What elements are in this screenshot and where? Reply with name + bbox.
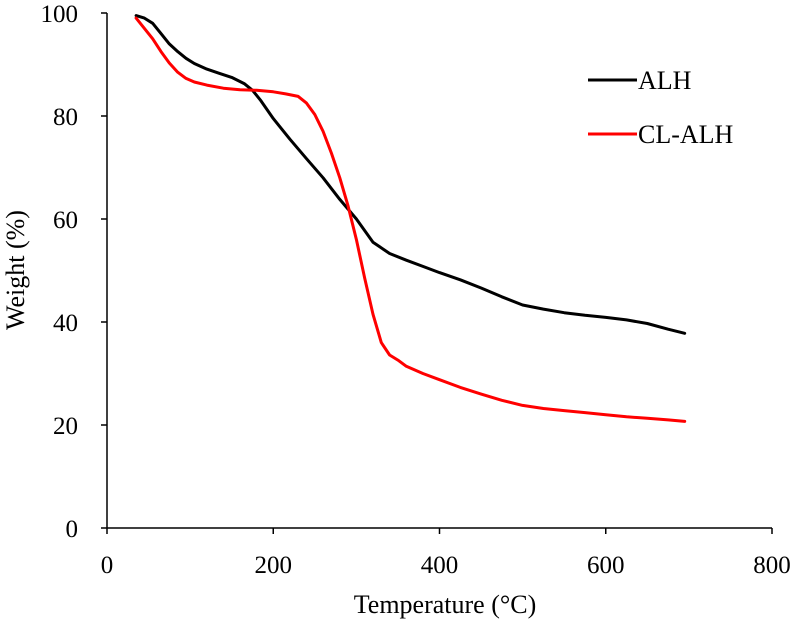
legend-label-alh: ALH [638,66,692,95]
x-tick-label: 800 [753,552,791,579]
series-line-cl-alh [134,16,687,423]
x-tick-label: 400 [421,552,459,579]
y-tick-label: 80 [53,104,78,131]
y-tick-label: 60 [53,207,78,234]
y-tick-label: 40 [53,310,78,337]
legend: ALH CL-ALH [588,66,734,149]
y-tick-label: 20 [53,413,78,440]
x-tick-label: 600 [587,552,625,579]
x-axis-ticks: 0 200 400 600 800 [101,528,791,579]
legend-label-cl-alh: CL-ALH [638,120,734,149]
x-axis-title: Temperature (°C) [354,590,537,619]
series-line-alh [134,14,687,335]
y-axis-title: Weight (%) [1,210,30,330]
x-tick-label: 0 [101,552,114,579]
x-tick-label: 200 [255,552,293,579]
y-tick-label: 100 [41,1,79,28]
y-tick-label: 0 [66,516,79,543]
y-axis-ticks: 0 20 40 60 80 100 [41,1,107,543]
series-layer [134,14,687,423]
